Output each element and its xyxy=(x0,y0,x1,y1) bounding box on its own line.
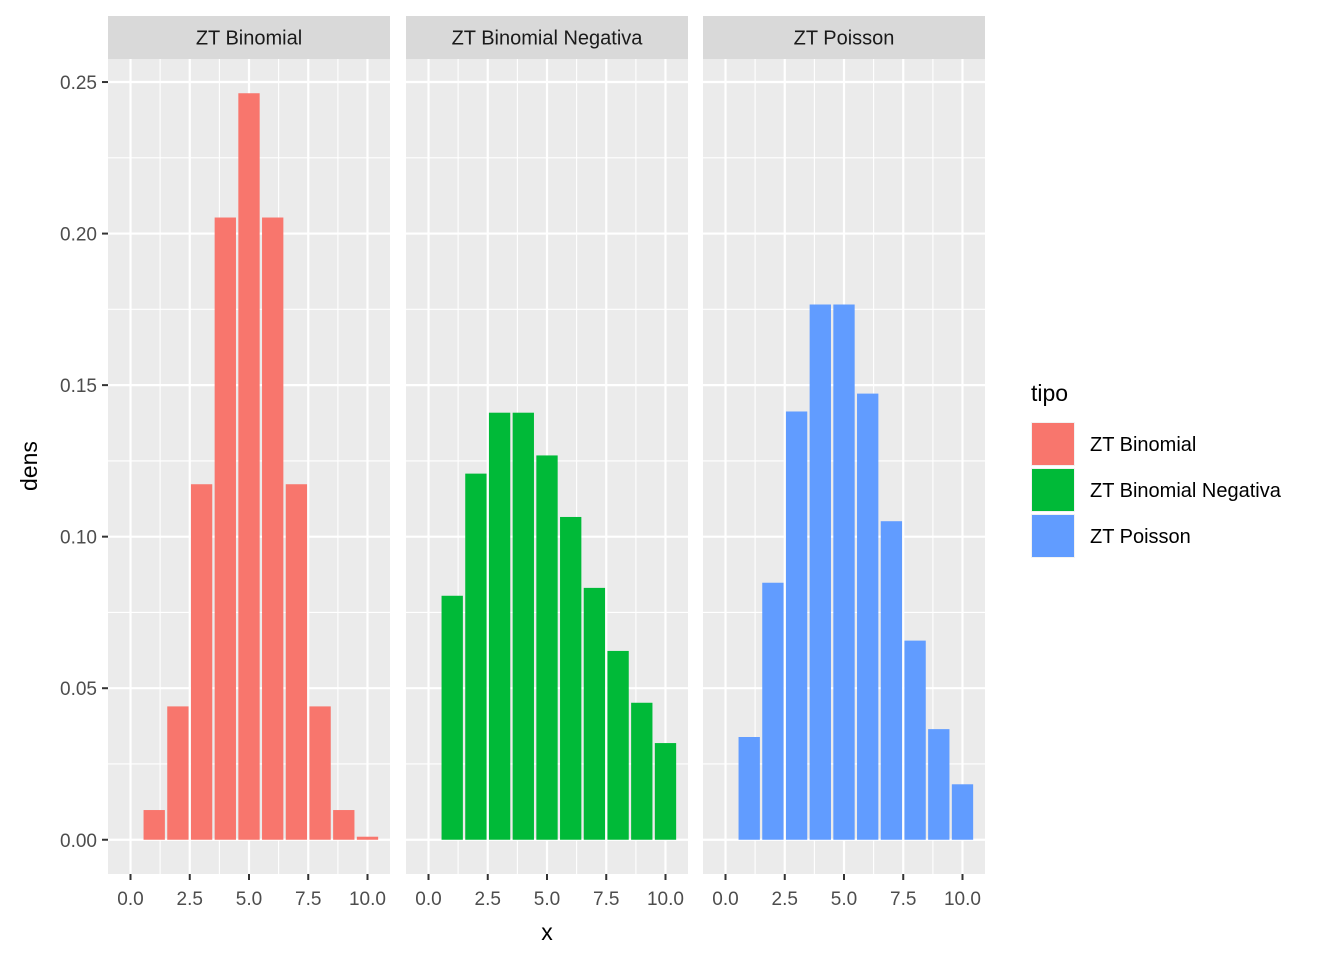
legend: tipo ZT Binomial ZT Binomial Negativa ZT P… xyxy=(1031,380,1282,558)
legend-key-swatch xyxy=(1032,515,1074,557)
y-tick-label: 0.25 xyxy=(60,73,97,94)
bar xyxy=(512,412,534,840)
x-tick-label: 7.5 xyxy=(295,889,321,910)
bar xyxy=(309,706,331,840)
y-tick-label: 0.00 xyxy=(60,831,97,852)
x-axis-title: x xyxy=(541,919,553,945)
bar xyxy=(785,411,808,840)
x-tick-label: 10.0 xyxy=(349,889,386,910)
legend-title: tipo xyxy=(1031,380,1068,406)
x-tick-label: 5.0 xyxy=(831,889,857,910)
legend-item-label: ZT Poisson xyxy=(1090,526,1191,548)
legend-item-label: ZT Binomial Negativa xyxy=(1090,480,1282,502)
bar xyxy=(809,304,831,840)
bar xyxy=(465,473,487,840)
bar xyxy=(631,702,653,840)
bar xyxy=(536,455,558,840)
x-tick-label: 2.5 xyxy=(475,889,501,910)
bar xyxy=(238,93,260,840)
bar xyxy=(441,595,463,840)
bar xyxy=(488,412,511,840)
x-tick-label: 7.5 xyxy=(593,889,619,910)
bar xyxy=(951,784,974,840)
legend-key-swatch xyxy=(1032,469,1074,511)
bar xyxy=(928,729,950,840)
facet-strip-label: ZT Binomial xyxy=(196,28,302,50)
bar xyxy=(583,587,606,840)
x-tick-label: 5.0 xyxy=(534,889,560,910)
y-tick-label: 0.05 xyxy=(60,679,97,700)
bar xyxy=(654,743,677,840)
x-tick-label: 0.0 xyxy=(117,889,143,910)
y-tick-label: 0.20 xyxy=(60,225,97,246)
y-tick-label: 0.15 xyxy=(60,376,97,397)
bar xyxy=(560,516,582,840)
y-axis-title: dens xyxy=(16,441,42,491)
bar xyxy=(904,640,926,840)
bar xyxy=(167,706,189,840)
facet-strip xyxy=(406,16,688,59)
bar xyxy=(880,521,903,840)
facet-panel: ZT Binomial Negativa 0.0 2.5 5.0 7.5 10.0 xyxy=(406,16,688,910)
bar xyxy=(833,304,855,840)
y-tick-label: 0.10 xyxy=(60,528,97,549)
x-tick-label: 2.5 xyxy=(772,889,798,910)
bar xyxy=(356,836,379,840)
facet-strip xyxy=(703,16,985,59)
bar xyxy=(143,810,165,840)
bar xyxy=(738,737,760,840)
bar xyxy=(857,393,879,840)
bar xyxy=(214,217,236,840)
y-axis: 0.00 0.05 0.10 0.15 0.20 0.25 xyxy=(60,73,108,852)
facet-panel: ZT Binomial 0.0 2.5 5.0 7.5 10.0 xyxy=(108,16,390,910)
bar xyxy=(190,484,213,840)
bar xyxy=(333,810,355,840)
x-tick-label: 10.0 xyxy=(944,889,981,910)
x-tick-label: 0.0 xyxy=(712,889,738,910)
x-tick-label: 5.0 xyxy=(236,889,262,910)
bar xyxy=(762,582,784,840)
legend-item-label: ZT Binomial xyxy=(1090,434,1196,456)
bar xyxy=(262,217,284,840)
x-tick-label: 2.5 xyxy=(177,889,203,910)
legend-key-swatch xyxy=(1032,423,1074,465)
x-tick-label: 7.5 xyxy=(890,889,916,910)
legend-items: ZT Binomial ZT Binomial Negativa ZT Poisso… xyxy=(1031,422,1282,558)
bar xyxy=(285,484,308,840)
x-tick-label: 0.0 xyxy=(415,889,441,910)
facet-panel: ZT Poisson 0.0 2.5 5.0 7.5 10.0 xyxy=(703,16,985,910)
bar xyxy=(607,650,629,840)
facet-strip-label: ZT Binomial Negativa xyxy=(452,28,644,50)
x-tick-label: 10.0 xyxy=(647,889,684,910)
facet-strip xyxy=(108,16,390,59)
facet-strip-label: ZT Poisson xyxy=(794,28,895,50)
